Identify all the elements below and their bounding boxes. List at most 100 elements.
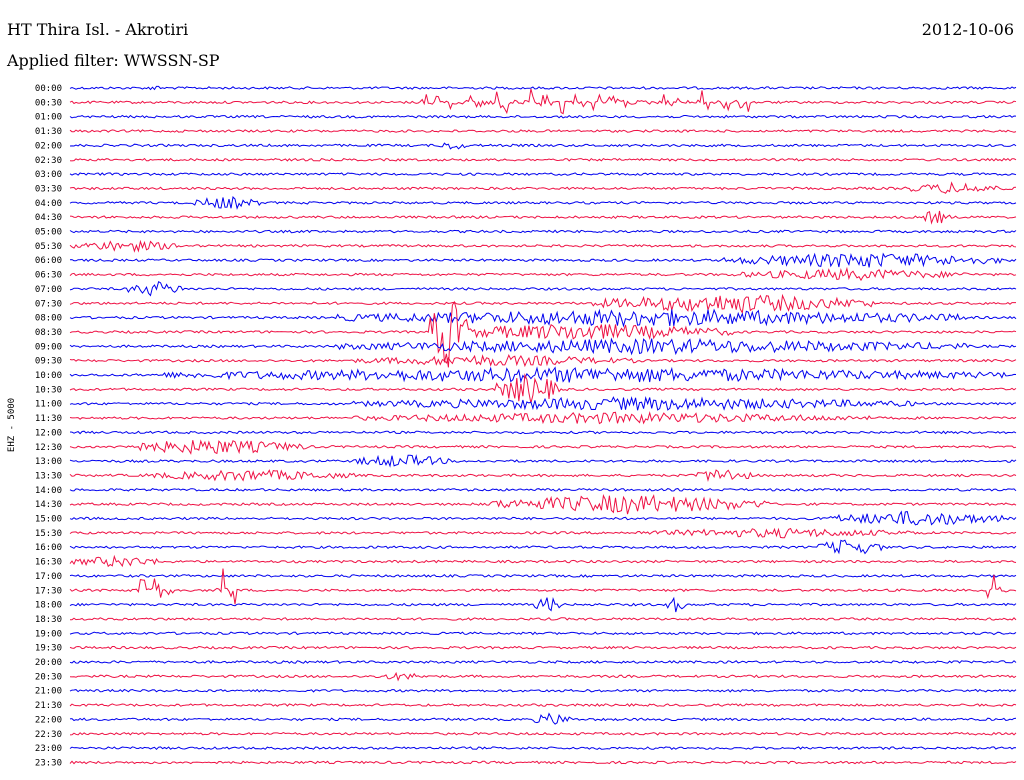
trace-line: [69, 300, 1017, 368]
row-label: 23:00: [35, 744, 62, 754]
trace-line: [69, 366, 1017, 384]
trace-line: [69, 373, 1017, 404]
row-label-group: 00:00 00:30 01:00 01:30 02:00 02:30 03:00 03:30…: [35, 84, 62, 768]
row-label: 02:30: [35, 156, 62, 166]
y-axis-label: EHZ - 5000: [7, 398, 17, 452]
row-label: 23:30: [35, 758, 62, 768]
row-label: 18:30: [35, 615, 62, 625]
trace-line: [69, 487, 1017, 492]
row-label: 20:00: [35, 658, 62, 668]
row-label: 20:30: [35, 672, 62, 682]
trace-line: [69, 494, 1017, 515]
trace-line: [69, 568, 1017, 605]
row-label: 21:30: [35, 701, 62, 711]
row-label: 17:30: [35, 586, 62, 596]
row-label: 09:30: [35, 357, 62, 367]
row-label: 01:30: [35, 127, 62, 137]
trace-line: [69, 760, 1017, 765]
row-label: 07:00: [35, 285, 62, 295]
row-label: 13:00: [35, 457, 62, 467]
row-label: 17:00: [35, 572, 62, 582]
row-label: 08:30: [35, 328, 62, 338]
trace-line: [69, 280, 1017, 297]
row-label: 16:00: [35, 543, 62, 553]
row-label: 00:00: [35, 84, 62, 94]
trace-line: [69, 252, 1017, 268]
trace-line: [69, 114, 1017, 119]
trace-line: [70, 617, 1017, 621]
row-label: 04:00: [35, 199, 62, 209]
trace-line: [69, 554, 1017, 568]
trace-line: [69, 688, 1017, 693]
row-label: 02:00: [35, 141, 62, 151]
trace-line: [69, 308, 1017, 328]
row-label: 15:30: [35, 529, 62, 539]
trace-line: [69, 88, 1017, 115]
trace-line: [69, 195, 1017, 210]
trace-line: [69, 703, 1017, 707]
trace-line: [69, 439, 1017, 455]
row-label: 11:30: [35, 414, 62, 424]
trace-line: [69, 469, 1017, 482]
row-label: 03:30: [35, 184, 62, 194]
row-label: 15:00: [35, 515, 62, 525]
trace-line: [69, 660, 1017, 664]
trace-line: [69, 353, 1017, 368]
row-label: 00:30: [35, 98, 62, 108]
trace-group: [69, 85, 1017, 765]
trace-line: [69, 454, 1017, 468]
trace-line: [69, 712, 1017, 725]
trace-line: [69, 210, 1017, 225]
trace-line: [69, 129, 1017, 133]
trace-line: [69, 645, 1017, 650]
trace-line: [69, 671, 1017, 682]
trace-line: [69, 239, 1017, 253]
row-label: 14:00: [35, 486, 62, 496]
row-label: 09:00: [35, 342, 62, 352]
row-label: 14:30: [35, 500, 62, 510]
trace-line: [69, 157, 1017, 162]
row-label: 12:30: [35, 443, 62, 453]
trace-line: [69, 85, 1017, 91]
station-title: HT Thira Isl. - Akrotiri: [7, 20, 189, 39]
trace-line: [69, 142, 1017, 150]
row-label: 18:00: [35, 601, 62, 611]
row-label: 10:30: [35, 385, 62, 395]
trace-line: [69, 596, 1017, 613]
row-label: 06:00: [35, 256, 62, 266]
row-label: 11:00: [35, 400, 62, 410]
trace-line: [69, 731, 1017, 736]
row-label: 21:00: [35, 687, 62, 697]
row-label: 19:30: [35, 644, 62, 654]
trace-line: [69, 181, 1017, 194]
row-label: 01:00: [35, 113, 62, 123]
trace-line: [69, 539, 1017, 555]
trace-line: [69, 410, 1017, 425]
row-label: 06:30: [35, 271, 62, 281]
row-label: 05:00: [35, 228, 62, 238]
filter-label: Applied filter: WWSSN-SP: [7, 51, 220, 70]
row-label: 08:00: [35, 314, 62, 324]
row-label: 19:00: [35, 629, 62, 639]
trace-line: [69, 395, 1017, 411]
trace-line: [69, 172, 1017, 176]
trace-line: [69, 293, 1016, 315]
trace-line: [69, 527, 1017, 539]
row-label: 22:00: [35, 715, 62, 725]
trace-line: [69, 337, 1017, 356]
trace-line: [69, 229, 1017, 234]
row-label: 07:30: [35, 299, 62, 309]
row-label: 05:30: [35, 242, 62, 252]
trace-line: [69, 631, 1017, 636]
row-label: 22:30: [35, 730, 62, 740]
row-label: 03:00: [35, 170, 62, 180]
trace-line: [69, 510, 1017, 526]
row-label: 13:30: [35, 471, 62, 481]
row-label: 16:30: [35, 558, 62, 568]
trace-line: [69, 574, 1017, 578]
row-label: 04:30: [35, 213, 62, 223]
trace-line: [69, 746, 1017, 751]
trace-line: [69, 266, 1017, 282]
row-label: 12:00: [35, 428, 62, 438]
